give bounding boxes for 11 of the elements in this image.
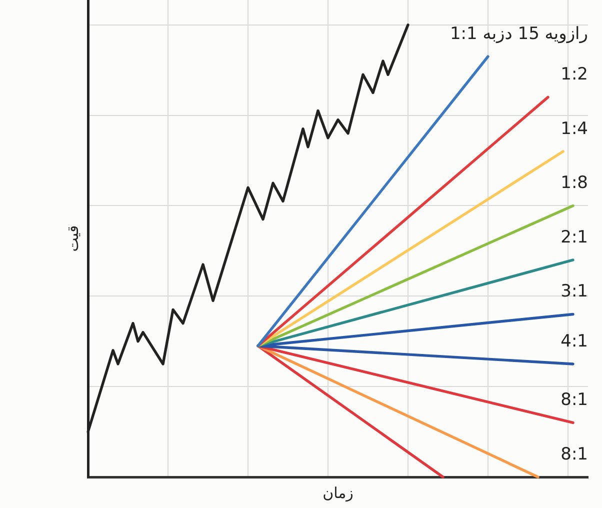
series-label: 1:4	[560, 118, 588, 139]
series-label: 8:1	[560, 390, 588, 410]
series-label: 3:1	[560, 282, 588, 302]
series-label: 1:8	[560, 173, 588, 194]
series-label: 8:1	[560, 444, 588, 464]
y-axis-title: قیت	[64, 225, 82, 252]
text: رازویه 15 دزبه 1:1	[450, 24, 588, 44]
series-label: 2:1	[560, 227, 588, 248]
series-label: 1:2	[560, 64, 588, 85]
x-axis-title: زمان	[322, 484, 354, 502]
series-label: 4:1	[560, 331, 588, 352]
